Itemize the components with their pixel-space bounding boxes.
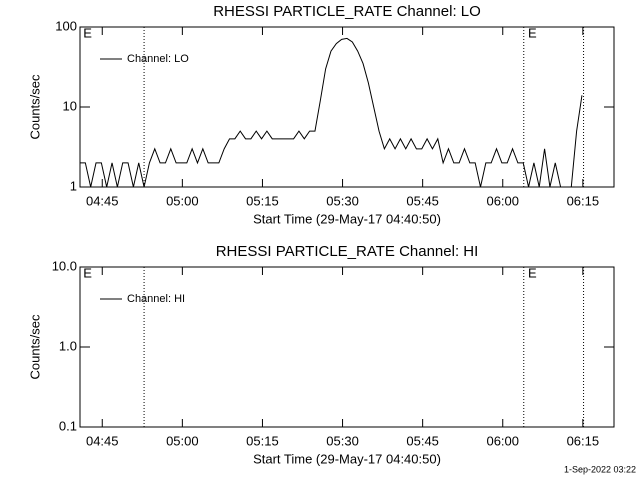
x-tick-label: 06:15	[567, 193, 600, 208]
x-tick-label: 05:45	[406, 433, 439, 448]
x-tick-label: 06:00	[486, 193, 519, 208]
x-tick-label: 05:30	[326, 193, 359, 208]
x-axis-label: Start Time (29-May-17 04:40:50)	[253, 451, 441, 466]
x-tick-label: 05:00	[166, 433, 199, 448]
chart-title: RHESSI PARTICLE_RATE Channel: LO	[213, 3, 481, 20]
y-tick-label: 1.0	[59, 338, 77, 353]
y-axis-label: Counts/sec	[27, 314, 42, 380]
event-marker: E	[528, 25, 537, 40]
x-tick-label: 05:00	[166, 193, 199, 208]
x-tick-label: 05:30	[326, 433, 359, 448]
x-tick-label: 04:45	[86, 193, 119, 208]
event-marker: E	[83, 265, 92, 280]
y-tick-label: 10	[63, 98, 77, 113]
x-tick-label: 05:45	[406, 193, 439, 208]
y-tick-label: 10.0	[52, 258, 77, 273]
y-tick-label: 1	[70, 178, 77, 193]
y-axis-label: Counts/sec	[27, 74, 42, 140]
event-marker: E	[528, 265, 537, 280]
legend-label: Channel: HI	[127, 293, 185, 305]
footer-timestamp: 1-Sep-2022 03:22	[564, 464, 636, 474]
x-tick-label: 06:15	[567, 433, 600, 448]
event-marker: E	[83, 25, 92, 40]
series-line	[80, 37, 583, 187]
chart-title: RHESSI PARTICLE_RATE Channel: HI	[216, 243, 479, 260]
legend-label: Channel: LO	[127, 53, 189, 65]
x-tick-label: 04:45	[86, 433, 119, 448]
y-tick-label: 0.1	[59, 418, 77, 433]
x-tick-label: 06:00	[486, 433, 519, 448]
x-tick-label: 05:15	[246, 433, 279, 448]
x-axis-label: Start Time (29-May-17 04:40:50)	[253, 211, 441, 226]
x-tick-label: 05:15	[246, 193, 279, 208]
y-tick-label: 100	[55, 18, 77, 33]
